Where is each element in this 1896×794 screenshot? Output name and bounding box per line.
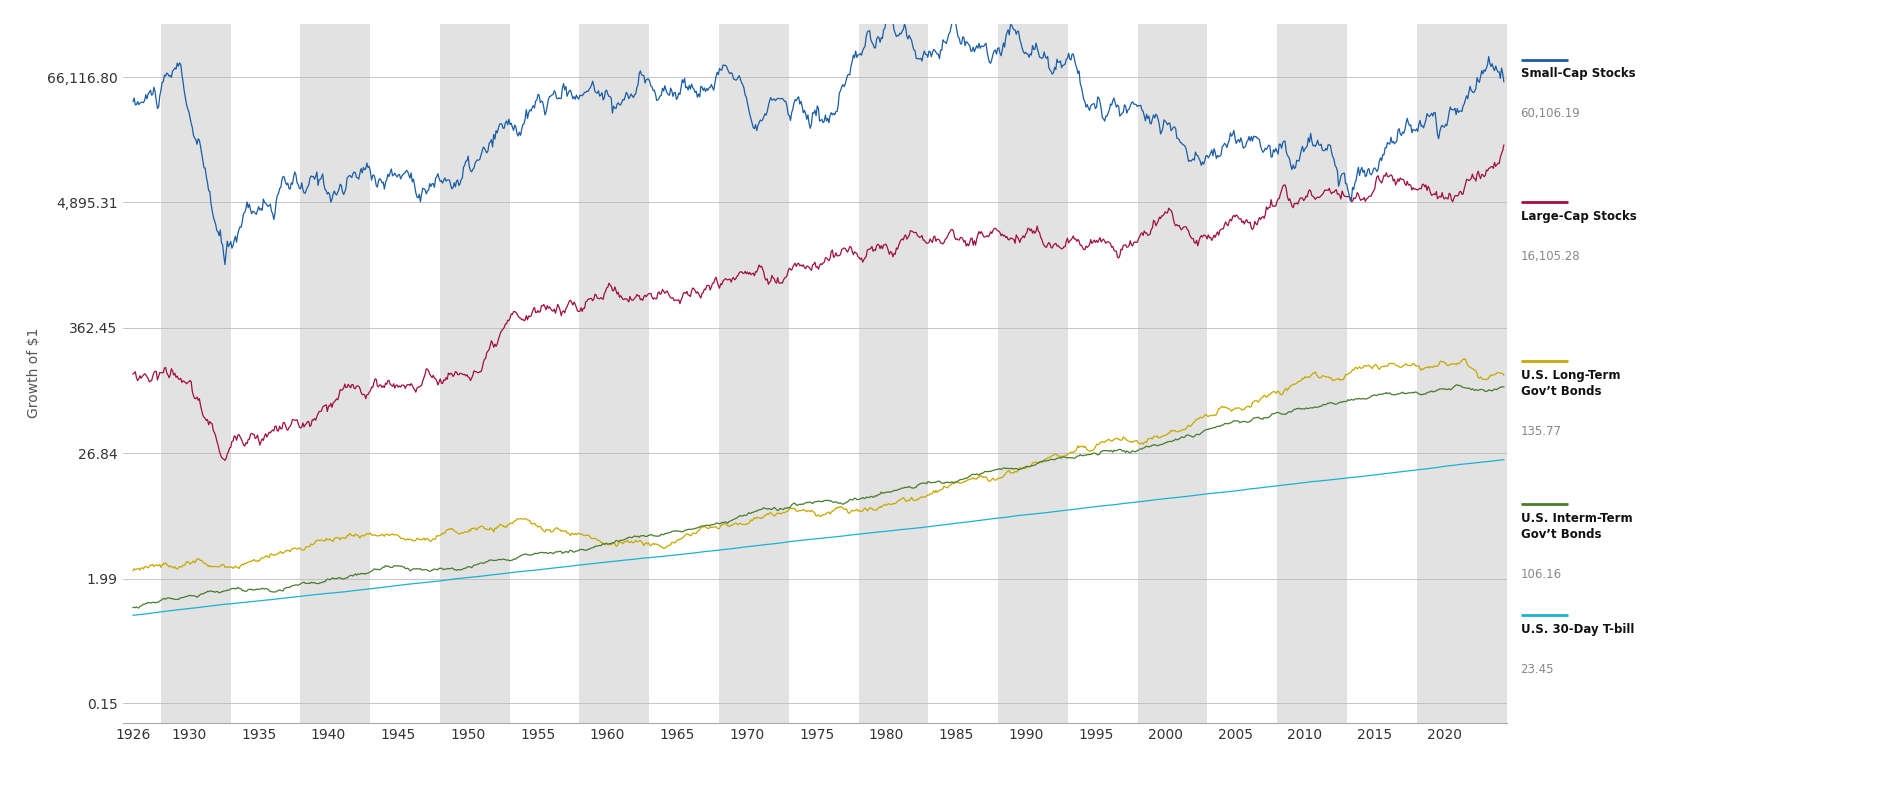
Text: U.S. Long-Term
Gov’t Bonds: U.S. Long-Term Gov’t Bonds <box>1521 369 1619 399</box>
Bar <box>440 24 510 723</box>
Bar <box>580 24 648 723</box>
Bar <box>719 24 789 723</box>
Y-axis label: Growth of $1: Growth of $1 <box>27 328 42 418</box>
Text: 23.45: 23.45 <box>1521 663 1555 676</box>
Bar <box>1416 24 1507 723</box>
Text: U.S. Interm-Term
Gov’t Bonds: U.S. Interm-Term Gov’t Bonds <box>1521 512 1632 542</box>
Bar <box>300 24 370 723</box>
Text: U.S. 30-Day T-bill: U.S. 30-Day T-bill <box>1521 623 1634 636</box>
Bar <box>161 24 231 723</box>
Text: Small-Cap Stocks: Small-Cap Stocks <box>1521 67 1634 80</box>
Bar <box>997 24 1067 723</box>
Bar <box>1278 24 1346 723</box>
Text: 135.77: 135.77 <box>1521 425 1562 437</box>
Text: 106.16: 106.16 <box>1521 568 1562 580</box>
Text: Large-Cap Stocks: Large-Cap Stocks <box>1521 210 1636 223</box>
Text: 16,105.28: 16,105.28 <box>1521 250 1579 263</box>
Bar <box>859 24 929 723</box>
Text: 60,106.19: 60,106.19 <box>1521 107 1581 120</box>
Bar <box>1138 24 1208 723</box>
